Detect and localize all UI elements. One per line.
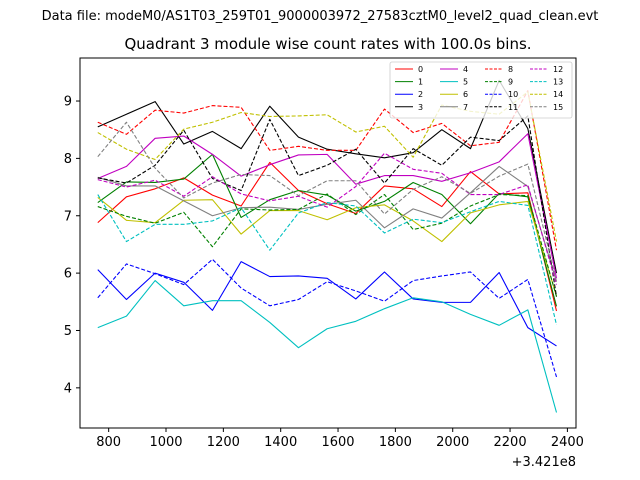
legend-label-0: 0	[418, 65, 423, 74]
x-axis-offset-label: +3.421e8	[512, 455, 576, 470]
series-line-9	[97, 193, 558, 297]
y-tick-label: 9	[64, 95, 72, 110]
x-tick-label: 1000	[149, 435, 182, 450]
plot-area-frame	[79, 57, 577, 429]
legend-label-12: 12	[553, 65, 563, 74]
y-axis-ticks: 4 5 6 7 8 9	[64, 95, 80, 396]
legend-label-14: 14	[553, 90, 563, 99]
x-tick-label: 1200	[207, 435, 240, 450]
series-line-3	[97, 79, 558, 274]
legend-label-10: 10	[508, 90, 518, 99]
series-line-10	[97, 258, 558, 378]
plot-series-group	[97, 79, 558, 413]
series-line-13	[97, 194, 558, 325]
chart-title: Quadrant 3 module wise count rates with …	[124, 35, 531, 53]
series-line-6	[97, 196, 558, 297]
series-line-2	[97, 261, 557, 347]
x-tick-label: 1800	[379, 435, 412, 450]
legend-label-1: 1	[418, 78, 423, 87]
series-line-7	[97, 165, 558, 282]
x-tick-label: 1400	[264, 435, 297, 450]
series-line-8	[97, 90, 558, 251]
series-line-15	[97, 121, 558, 282]
chart-suptitle: Data file: modeM0/AS1T03_259T01_90000039…	[42, 9, 599, 24]
y-tick-label: 6	[64, 267, 72, 282]
legend-label-2: 2	[418, 90, 423, 99]
x-tick-label: 2400	[551, 435, 584, 450]
x-tick-label: 2200	[494, 435, 527, 450]
y-tick-label: 4	[64, 381, 72, 396]
series-line-0	[97, 161, 558, 312]
series-line-4	[97, 133, 558, 279]
x-axis-ticks: 800 1000 1200 1400 1600 1800 2000 2200 2400	[96, 428, 584, 450]
legend-label-11: 11	[508, 103, 518, 112]
legend-label-13: 13	[553, 78, 563, 87]
series-line-12	[97, 152, 558, 285]
y-tick-label: 5	[64, 324, 72, 339]
legend-label-15: 15	[553, 103, 563, 112]
x-tick-label: 1600	[321, 435, 354, 450]
x-tick-label: 800	[96, 435, 121, 450]
legend-label-4: 4	[463, 65, 468, 74]
legend-label-7: 7	[463, 103, 468, 112]
legend-label-3: 3	[418, 103, 423, 112]
legend-frame	[389, 61, 573, 119]
series-line-14	[97, 91, 558, 242]
series-line-5	[97, 280, 558, 413]
series-line-1	[97, 153, 558, 307]
legend-label-5: 5	[463, 78, 468, 87]
legend-label-8: 8	[508, 65, 513, 74]
series-line-11	[97, 115, 558, 297]
y-tick-label: 7	[64, 209, 72, 224]
legend-label-6: 6	[463, 90, 468, 99]
x-tick-label: 2000	[436, 435, 469, 450]
y-tick-label: 8	[64, 152, 72, 167]
legend-label-9: 9	[508, 78, 513, 87]
